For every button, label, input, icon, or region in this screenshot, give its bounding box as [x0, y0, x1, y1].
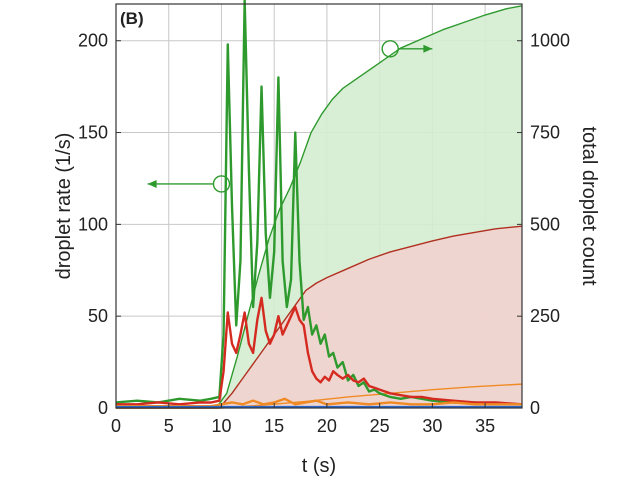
x-axis-title: t (s)	[302, 455, 336, 477]
x-tick-label: 5	[164, 416, 174, 436]
x-tick-label: 30	[422, 416, 442, 436]
panel-label: (B)	[120, 9, 144, 28]
plot-frame	[115, 3, 523, 409]
y-right-tick-label: 750	[530, 123, 560, 143]
y-left-tick-label: 100	[78, 214, 108, 234]
y-left-tick-label: 0	[98, 398, 108, 418]
x-tick-label: 0	[111, 416, 121, 436]
y-right-tick-label: 250	[530, 306, 560, 326]
ticks: 0 5 10 15 20 25 30 35 0 50 100 150 200 0 250 500 750 1000	[78, 31, 570, 436]
series-line-dark_red-total	[116, 225, 523, 409]
y-left-tick-label: 150	[78, 123, 108, 143]
annotation-arrowhead	[147, 179, 157, 188]
annotation-arrowhead	[423, 44, 433, 53]
y-right-tick-label: 1000	[530, 31, 570, 51]
series-line-orange-rate	[116, 397, 522, 408]
right-axis-title: total droplet count	[578, 127, 600, 286]
x-tick-label: 20	[317, 416, 337, 436]
y-right-tick-label: 0	[530, 398, 540, 418]
series-line-green-total	[116, 5, 523, 409]
x-tick-label: 15	[264, 416, 284, 436]
annotations	[147, 40, 433, 193]
y-left-tick-label: 50	[88, 306, 108, 326]
x-tick-label: 35	[475, 416, 495, 436]
series-line-green-rate	[115, 0, 522, 406]
y-left-tick-label: 200	[78, 31, 108, 51]
x-tick-label: 25	[370, 416, 390, 436]
fill-areas	[116, 5, 522, 408]
fill-area-dark_red	[116, 226, 522, 408]
y-right-tick-label: 500	[530, 214, 560, 234]
series-line-red-rate	[116, 296, 523, 406]
left-axis-title: droplet rate (1/s)	[53, 133, 75, 280]
x-tick-label: 10	[211, 416, 231, 436]
